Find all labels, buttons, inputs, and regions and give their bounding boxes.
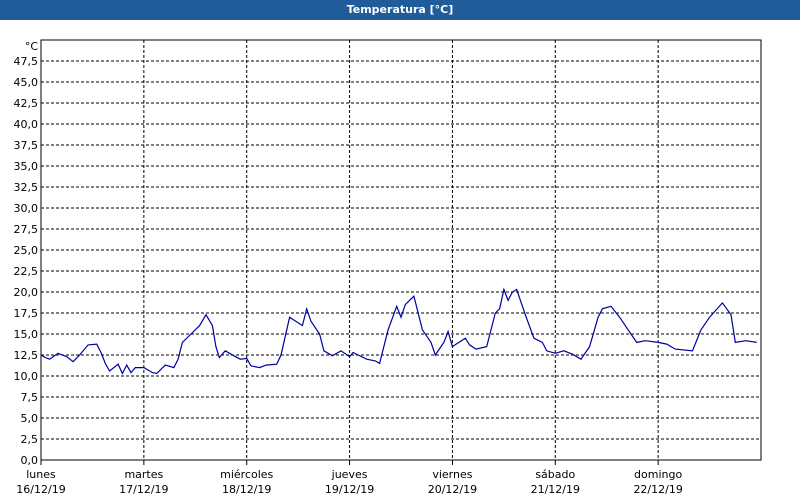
y-tick-label: 20,0: [14, 286, 39, 299]
y-tick-label: 42,5: [14, 97, 39, 110]
x-tick-date: 22/12/19: [633, 483, 682, 496]
y-tick-label: 40,0: [14, 118, 39, 131]
plot-frame: [40, 39, 762, 461]
y-tick-label: 22,5: [14, 265, 39, 278]
y-tick-label: 5,0: [21, 412, 39, 425]
y-tick-label: 27,5: [14, 223, 39, 236]
x-tick-label: sábado: [535, 468, 575, 481]
x-tick-date: 20/12/19: [428, 483, 477, 496]
x-tick-label: jueves: [331, 468, 368, 481]
temperature-line: [40, 287, 757, 375]
x-tick-date: 16/12/19: [16, 483, 65, 496]
y-tick-label: 0,0: [21, 454, 39, 467]
title-bar: Temperatura [°C]: [0, 0, 800, 20]
y-tick-label: 7,5: [21, 391, 39, 404]
y-tick-label: 10,0: [14, 370, 39, 383]
y-tick-label: 15,0: [14, 328, 39, 341]
x-tick-label: miércoles: [220, 468, 273, 481]
x-tick-label: lunes: [26, 468, 56, 481]
y-tick-label: 35,0: [14, 160, 39, 173]
y-tick-label: 2,5: [21, 433, 39, 446]
y-tick-label: 47,5: [14, 55, 39, 68]
y-tick-label: 45,0: [14, 76, 39, 89]
x-tick-label: martes: [124, 468, 163, 481]
x-tick-date: 19/12/19: [325, 483, 374, 496]
y-unit: °C: [25, 40, 39, 53]
chart: °C 0,0 2,5 5,0 7,5 10,0 12,5 15,0 17,5 20,0 22,5 25…: [14, 39, 762, 496]
x-tick-date: 18/12/19: [222, 483, 271, 496]
x-tick-date: 21/12/19: [531, 483, 580, 496]
y-tick-label: 12,5: [14, 349, 39, 362]
x-tick-date: 17/12/19: [119, 483, 168, 496]
y-tick-label: 32,5: [14, 181, 39, 194]
y-tick-label: 25,0: [14, 244, 39, 257]
y-tick-label: 37,5: [14, 139, 39, 152]
y-tick-label: 30,0: [14, 202, 39, 215]
x-tick-label: viernes: [432, 468, 472, 481]
y-tick-label: 17,5: [14, 307, 39, 320]
x-tick-label: domingo: [634, 468, 682, 481]
